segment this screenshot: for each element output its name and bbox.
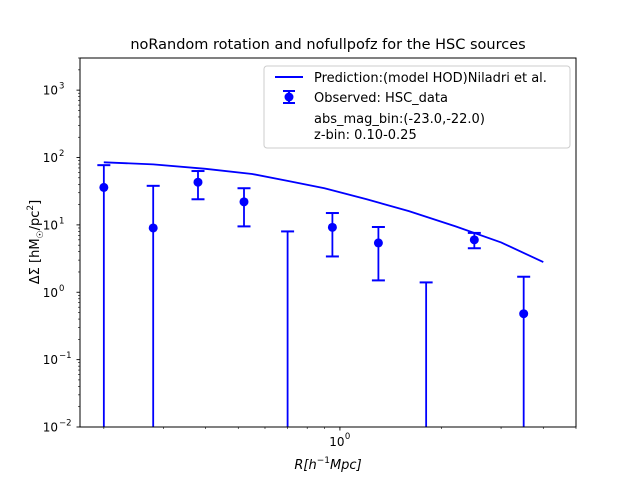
y-tick-exponent: −2 [59, 419, 72, 429]
y-tick-label: 10 [43, 218, 58, 232]
observed-point-7 [371, 226, 385, 282]
observed-point-10 [517, 275, 531, 427]
data-marker [327, 222, 337, 232]
data-marker [519, 309, 529, 319]
x-axis-label: R[h−1Mpc] [294, 456, 361, 473]
y-tick-exponent: 0 [59, 284, 64, 294]
observed-point-4 [237, 187, 251, 228]
y-tick-exponent: 1 [59, 216, 64, 226]
y-tick-exponent: 2 [59, 149, 64, 159]
annotation-abs-mag-bin: abs_mag_bin:(-23.0,-22.0) [314, 112, 485, 127]
legend-observed-label: Observed: HSC_data [314, 91, 448, 106]
annotation-z-bin: z-bin: 0.10-0.25 [314, 128, 417, 143]
y-tick-label: 10 [43, 421, 58, 435]
y-tick-label: 10 [43, 286, 58, 300]
plot-area [97, 161, 544, 427]
observed-point-8 [419, 281, 433, 427]
legend-box [263, 65, 571, 149]
observed-point-6 [325, 212, 339, 258]
y-tick-label: 10 [43, 84, 58, 98]
plot-frame [79, 57, 577, 428]
model-prediction-line [103, 161, 544, 263]
observed-point-1 [97, 164, 111, 427]
y-tick-label: 10 [43, 353, 58, 367]
legend-observed-swatch [283, 90, 295, 104]
observed-point-3 [191, 170, 205, 201]
data-marker [373, 238, 383, 248]
data-marker [148, 223, 158, 233]
chart-title: noRandom rotation and nofullpofz for the… [130, 37, 525, 53]
y-tick-exponent: −1 [59, 351, 72, 361]
x-tick-exponent: 0 [345, 432, 350, 442]
axes: 10 −210 −110 010 110 210 310 0 [43, 57, 577, 449]
data-marker [99, 182, 109, 192]
observed-point-2 [146, 184, 160, 427]
plot-series [97, 161, 544, 427]
observed-point-5 [281, 230, 295, 427]
y-tick-label: 10 [43, 151, 58, 165]
data-marker [193, 177, 203, 187]
legend-model-label: Prediction:(model HOD)Niladri et al. [314, 71, 547, 86]
y-axis-label: ΔΣ [hM☉/pc2] [26, 200, 46, 284]
data-marker [469, 235, 479, 245]
legend: Prediction:(model HOD)Niladri et al. Obs… [263, 65, 571, 149]
x-tick-label: 10 [329, 435, 344, 449]
observed-point-9 [467, 231, 481, 250]
data-marker [239, 197, 249, 207]
y-tick-exponent: 3 [59, 82, 64, 92]
